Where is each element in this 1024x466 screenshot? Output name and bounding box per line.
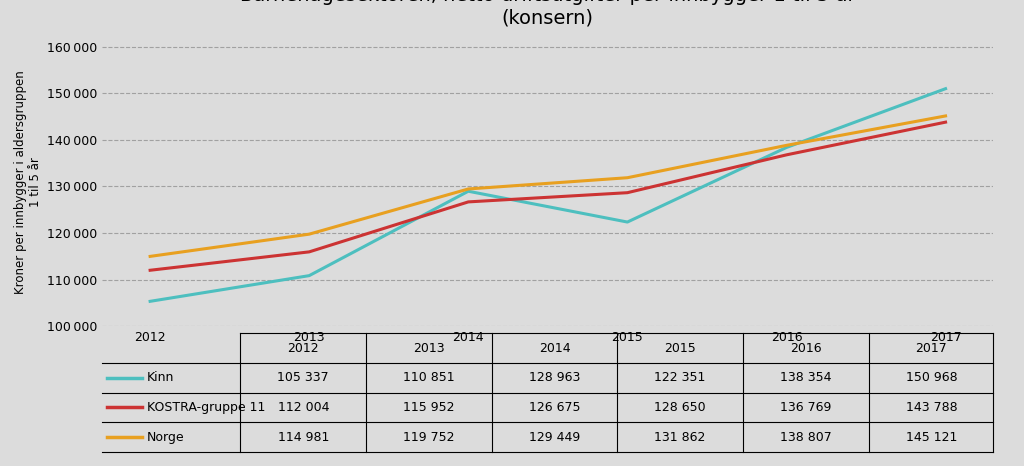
Text: 143 788: 143 788	[905, 401, 957, 414]
Y-axis label: Kroner per innbygger i aldersgruppen
1 til 5 år: Kroner per innbygger i aldersgruppen 1 t…	[13, 70, 42, 294]
Text: 112 004: 112 004	[278, 401, 329, 414]
Text: 128 963: 128 963	[528, 371, 581, 384]
Text: Norge: Norge	[147, 431, 184, 444]
Text: 126 675: 126 675	[528, 401, 581, 414]
Text: 2014: 2014	[539, 342, 570, 355]
Text: 105 337: 105 337	[278, 371, 329, 384]
Text: 136 769: 136 769	[780, 401, 831, 414]
Text: 122 351: 122 351	[654, 371, 706, 384]
Text: 131 862: 131 862	[654, 431, 706, 444]
Text: 150 968: 150 968	[905, 371, 957, 384]
Text: 110 851: 110 851	[403, 371, 455, 384]
Title: Barnehagesektoren, netto driftsutgifter per innbygger 1 til 5 år
(konsern): Barnehagesektoren, netto driftsutgifter …	[240, 0, 856, 27]
Text: 138 807: 138 807	[780, 431, 831, 444]
Text: 2012: 2012	[288, 342, 319, 355]
Text: 2015: 2015	[665, 342, 696, 355]
Text: 138 354: 138 354	[780, 371, 831, 384]
Text: 115 952: 115 952	[403, 401, 455, 414]
Text: 145 121: 145 121	[905, 431, 957, 444]
Text: 128 650: 128 650	[654, 401, 706, 414]
Text: 129 449: 129 449	[529, 431, 581, 444]
Text: 2016: 2016	[790, 342, 821, 355]
Text: Kinn: Kinn	[147, 371, 174, 384]
Text: 119 752: 119 752	[403, 431, 455, 444]
Text: 2017: 2017	[915, 342, 947, 355]
Text: KOSTRA-gruppe 11: KOSTRA-gruppe 11	[147, 401, 265, 414]
Text: 114 981: 114 981	[278, 431, 329, 444]
Text: 2013: 2013	[413, 342, 444, 355]
